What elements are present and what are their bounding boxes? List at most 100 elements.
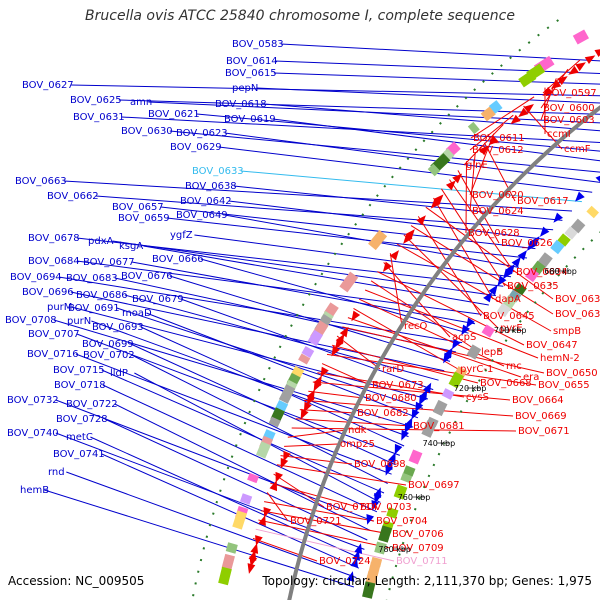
forward-label-connector — [233, 185, 563, 221]
forward-gene-label: BOV_0683 — [66, 273, 118, 284]
forward-gene-arrow — [350, 557, 359, 568]
reverse-gene-label: era — [523, 372, 539, 383]
forward-gene-arrow — [354, 543, 363, 554]
forward-gene-label: BOV_0615 — [225, 68, 277, 79]
reverse-feature-block — [339, 271, 359, 293]
forward-gene-label: BOV_0699 — [82, 339, 134, 350]
reverse-feature-block — [232, 510, 247, 530]
reverse-feature-block — [301, 346, 315, 358]
forward-label-connector — [194, 234, 512, 278]
reverse-label-connector — [389, 253, 403, 327]
reverse-label-connector — [396, 243, 552, 332]
forward-label-connector — [169, 275, 451, 362]
reverse-gene-label: ccmI — [547, 129, 571, 140]
reverse-gene-arrow — [313, 380, 322, 392]
forward-gene-arrow — [404, 422, 413, 434]
reverse-feature-block — [518, 70, 537, 88]
forward-gene-label: ksgA — [119, 241, 143, 252]
forward-gene-label: BOV_0629 — [170, 142, 222, 153]
forward-label-connector — [200, 258, 469, 334]
forward-label-connector — [101, 453, 360, 569]
reverse-label-connector — [433, 197, 494, 300]
reverse-feature-block — [572, 29, 590, 45]
forward-gene-label: BOV_0696 — [22, 287, 74, 298]
forward-gene-arrow — [539, 226, 550, 237]
forward-label-connector — [91, 320, 409, 438]
forward-gene-label: BOV_0630 — [121, 126, 173, 137]
forward-feature-block — [564, 226, 578, 240]
reverse-label-connector — [312, 381, 511, 401]
reverse-gene-label: BOV_0721 — [290, 516, 342, 527]
forward-gene-label: BOV_0633 — [192, 166, 244, 177]
reverse-label-connector — [358, 298, 505, 367]
forward-label-connector — [224, 132, 600, 183]
reverse-gene-label: pyrE — [500, 323, 523, 334]
forward-gene-label: BOV_0708 — [5, 315, 57, 326]
reverse-label-connector — [295, 418, 412, 427]
forward-label-connector — [169, 130, 600, 173]
reverse-gene-label: lepB — [481, 347, 503, 358]
forward-label-connector — [228, 200, 545, 240]
forward-label-connector — [55, 399, 374, 522]
reverse-label-connector — [303, 399, 514, 417]
forward-gene-label: BOV_0619 — [224, 114, 276, 125]
forward-gene-label: purN — [67, 316, 91, 327]
forward-feature-block — [496, 302, 511, 318]
forward-label-connector — [131, 261, 476, 325]
reverse-label-connector — [299, 409, 356, 414]
reverse-feature-block — [298, 353, 311, 365]
forward-gene-label: BOV_0684 — [28, 256, 80, 267]
reverse-label-connector — [270, 482, 359, 508]
reverse-gene-label: dapA — [495, 294, 521, 305]
reverse-gene-label: BOV_0597 — [545, 88, 597, 99]
reverse-gene-label: BOV_0600 — [543, 103, 595, 114]
reverse-gene-arrow — [303, 401, 312, 413]
forward-label-connector — [131, 354, 388, 485]
forward-gene-label: BOV_0691 — [68, 303, 120, 314]
backbone-arc — [287, 105, 600, 600]
forward-gene-label: BOV_0728 — [56, 414, 108, 425]
reverse-gene-arrow — [433, 194, 444, 205]
forward-label-connector — [114, 403, 371, 532]
forward-label-connector — [240, 170, 582, 203]
kbp-tick-label: 760 kbp — [398, 493, 431, 502]
forward-label-connector — [104, 418, 368, 541]
reverse-gene-arrow — [518, 107, 529, 118]
forward-label-connector — [116, 307, 424, 409]
forward-gene-label: BOV_0676 — [121, 271, 173, 282]
forward-label-connector — [166, 217, 528, 259]
forward-feature-block — [550, 239, 565, 255]
forward-gene-label: BOV_0686 — [76, 290, 128, 301]
forward-gene-label: BOV_0702 — [83, 350, 135, 361]
reverse-gene-label: BOV_0698 — [354, 459, 406, 470]
forward-gene-label: BOV_0621 — [148, 109, 200, 120]
forward-feature-block — [513, 282, 527, 296]
reverse-label-connector — [470, 96, 535, 139]
forward-feature-block — [557, 233, 571, 247]
forward-gene-arrow — [423, 382, 432, 394]
forward-gene-arrow — [466, 317, 475, 329]
forward-label-connector — [143, 245, 489, 306]
reverse-gene-arrow — [575, 62, 586, 72]
reverse-gene-arrow — [405, 229, 415, 240]
kbp-tick-label: 780 kbp — [378, 545, 411, 554]
reverse-label-connector — [261, 510, 391, 535]
forward-label-connector — [196, 113, 600, 152]
reverse-label-connector — [542, 59, 581, 94]
forward-gene-label: BOV_0693 — [92, 322, 144, 333]
reverse-gene-arrow — [382, 261, 393, 272]
forward-label-connector — [90, 436, 362, 560]
kbp-tick-label: 680 kbp — [544, 267, 577, 276]
forward-gene-arrow — [483, 291, 493, 303]
forward-label-connector — [63, 180, 573, 212]
reverse-feature-block — [480, 106, 496, 122]
reverse-gene-label: BOV_0634 — [516, 267, 568, 278]
chromosome-backbone — [287, 105, 600, 600]
reverse-gene-label: recO — [404, 321, 428, 332]
reverse-gene-label: BOV_0611 — [473, 133, 525, 144]
forward-gene-label: BOV_0666 — [152, 254, 204, 265]
reverse-gene-arrow — [557, 76, 568, 86]
